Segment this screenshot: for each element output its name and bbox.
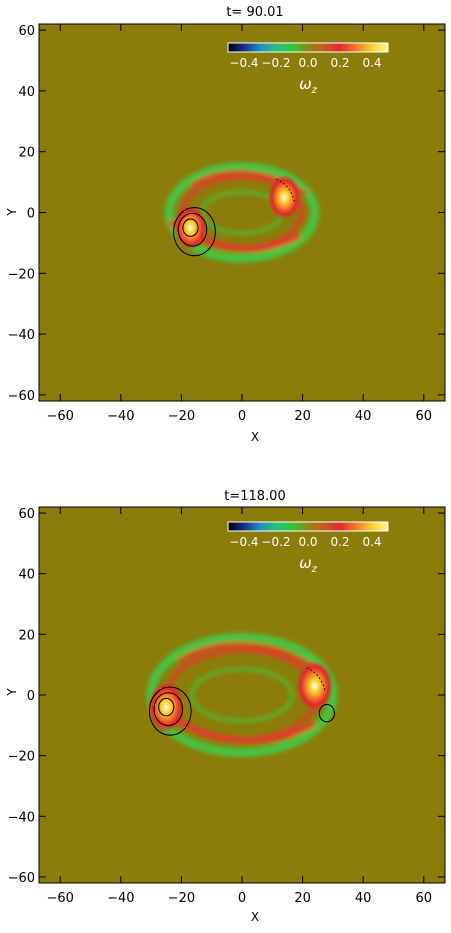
colorbar-tick-label: −0.2	[261, 535, 290, 549]
vortex-core	[296, 660, 334, 711]
x-tick-label: 40	[355, 891, 372, 906]
axes: −60 −40 −20 0 20 40 60 −60 −40 −20 0 20 40 60	[8, 24, 445, 424]
x-tick-label: 20	[294, 891, 311, 906]
plot-background	[39, 507, 445, 883]
colorbar-tick-label: 0.2	[330, 56, 349, 70]
vorticity-field	[164, 162, 320, 263]
colorbar: −0.4 −0.2 0.0 0.2 0.4ωz	[227, 42, 389, 96]
y-tick-label: 0	[27, 207, 35, 222]
y-axis-label: Y	[5, 208, 19, 217]
contour-line	[173, 207, 216, 257]
panel-title: t=118.00	[224, 489, 285, 504]
contour-line	[158, 697, 175, 717]
x-tick-label: −20	[168, 409, 195, 424]
x-tick-label: −40	[107, 409, 134, 424]
colorbar-tick-label: −0.2	[261, 56, 290, 70]
y-tick-label: −60	[8, 871, 35, 886]
colorbar-tick-label: −0.4	[229, 56, 258, 70]
y-tick-label: 20	[18, 628, 35, 643]
panel-title: t= 90.01	[226, 5, 283, 20]
x-tick-label: 60	[416, 891, 433, 906]
x-tick-label: 0	[238, 891, 246, 906]
x-tick-label: −60	[46, 409, 73, 424]
colorbar-tick-label: 0.0	[298, 56, 317, 70]
x-tick-label: 0	[238, 409, 246, 424]
colorbar-tick-label: 0.4	[362, 56, 381, 70]
colorbar-tick-label: 0.0	[298, 535, 317, 549]
y-tick-label: −40	[8, 328, 35, 343]
vortex-core	[267, 174, 302, 220]
y-tick-label: −20	[8, 267, 35, 282]
contour-line	[148, 686, 192, 736]
x-tick-label: 20	[294, 409, 311, 424]
y-axis-label: Y	[5, 688, 19, 697]
x-tick-label: 40	[355, 409, 372, 424]
panel-t-118: t=118.00 −0.4 −0.2 0.0 0.2 0.4ωz −60 −40 −20 0 2…	[5, 489, 446, 924]
x-tick-label: 60	[416, 409, 433, 424]
y-tick-label: −60	[8, 389, 35, 404]
y-tick-label: 60	[18, 24, 35, 39]
x-tick-label: −40	[107, 891, 134, 906]
x-tick-label: −20	[168, 891, 195, 906]
plot-background	[39, 24, 445, 401]
y-tick-label: 40	[18, 568, 35, 583]
colorbar-tick-label: −0.4	[229, 535, 258, 549]
vorticity-field	[146, 632, 338, 758]
y-tick-label: 20	[18, 146, 35, 161]
y-tick-label: 40	[18, 85, 35, 100]
y-tick-label: −40	[8, 810, 35, 825]
colorbar-bar	[227, 42, 389, 53]
y-tick-label: 0	[27, 689, 35, 704]
x-tick-label: −60	[46, 891, 73, 906]
colorbar-tick-label: 0.4	[362, 535, 381, 549]
axes: −60 −40 −20 0 20 40 60 −60 −40 −20 0 20 40 60	[8, 507, 445, 906]
contour-line	[182, 218, 199, 237]
y-tick-label: 60	[18, 507, 35, 522]
contour-line	[318, 703, 335, 723]
panel-t-90: t= 90.01 −0.4 −0.2 0.0 0.2 0.4ωz −60 −40 −20 0 2…	[5, 5, 446, 444]
contour-line	[177, 212, 208, 247]
vortex-core	[173, 205, 208, 251]
colorbar-tick-label: 0.2	[330, 535, 349, 549]
colorbar-bar	[227, 521, 389, 532]
colorbar: −0.4 −0.2 0.0 0.2 0.4ωz	[227, 521, 389, 575]
y-tick-label: −20	[8, 750, 35, 765]
x-axis-label: X	[251, 910, 259, 924]
x-axis-label: X	[251, 430, 259, 444]
contour-line	[153, 692, 183, 727]
